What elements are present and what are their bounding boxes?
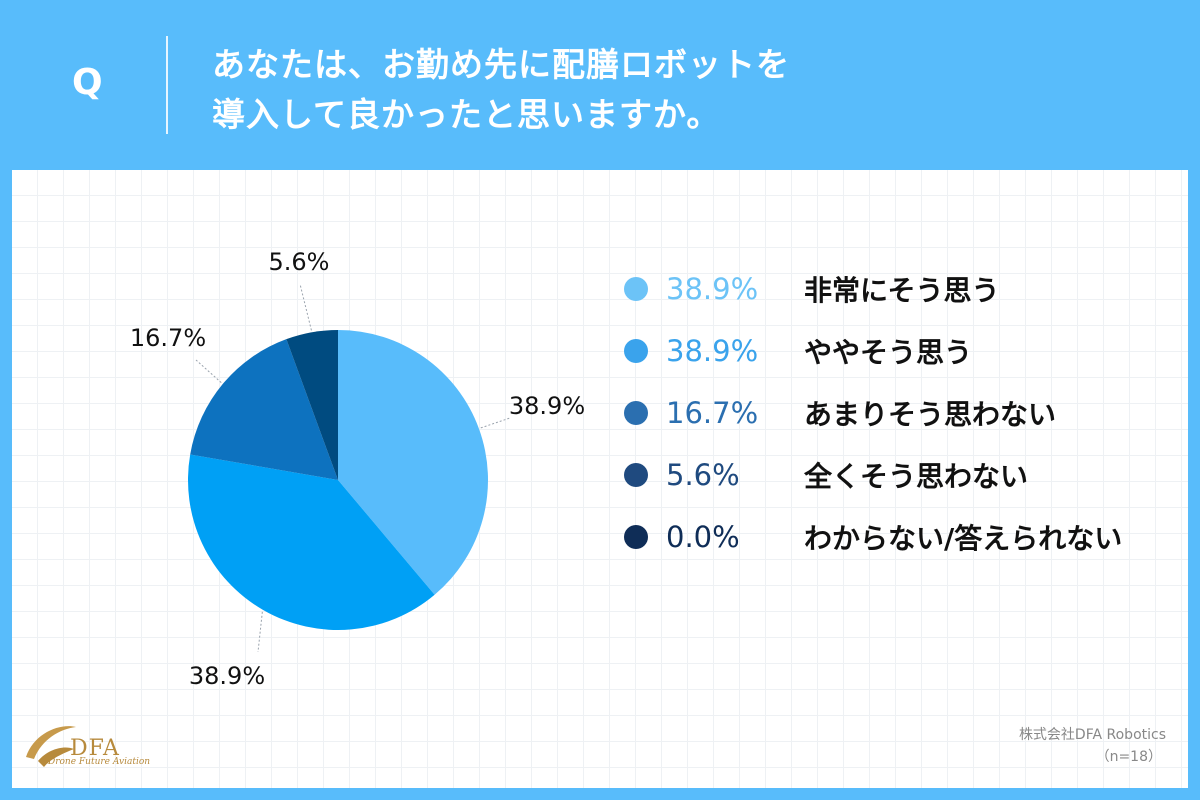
legend-dot-icon: [624, 277, 648, 301]
legend-dot-icon: [624, 339, 648, 363]
company-name: 株式会社DFA Robotics: [1018, 727, 1166, 743]
legend-item: 38.9% ややそう思う: [624, 320, 972, 382]
pie-slice: [286, 330, 338, 480]
pie-leader-line: [480, 417, 511, 429]
legend-item: 16.7% あまりそう思わない: [624, 382, 1056, 444]
legend-item: 38.9% 非常にそう思う: [624, 258, 999, 320]
legend-label: 全くそう思わない: [804, 460, 1029, 493]
legend-label: わからない/答えられない: [804, 522, 1123, 555]
question-line-1: あなたは、お勤め先に配膳ロボットを: [212, 45, 790, 84]
legend-dot-icon: [624, 463, 648, 487]
pie-slice: [190, 339, 338, 480]
sample-size: （n=18）: [1095, 749, 1162, 765]
legend-value: 38.9%: [666, 334, 759, 368]
legend-label: 非常にそう思う: [804, 274, 1000, 307]
pie-leader-line: [257, 611, 263, 653]
pie-data-label: 5.6%: [269, 248, 330, 276]
legend-value: 0.0%: [666, 520, 740, 554]
pie-data-label: 38.9%: [189, 662, 265, 690]
legend-value: 16.7%: [666, 396, 759, 430]
header-divider: [166, 36, 168, 134]
dfa-logo-mark-icon: [26, 726, 76, 767]
dfa-logo: [20, 715, 80, 779]
question-text: あなたは、お勤め先に配膳ロボットを 導入して良かったと思いますか。: [212, 40, 790, 140]
legend-value: 38.9%: [666, 272, 759, 306]
chart-legend: 38.9% 非常にそう思う 38.9% ややそう思う 16.7% あまりそう思わない 5.6…: [624, 258, 1122, 568]
logo-text: DFA: [70, 736, 120, 761]
legend-dot-icon: [624, 525, 648, 549]
legend-dot-icon: [624, 401, 648, 425]
legend-item: 5.6% 全くそう思わない: [624, 444, 1028, 506]
pie-slice: [338, 330, 489, 595]
pie-leader-line: [299, 283, 312, 331]
logo-subtitle: Drone Future Aviation: [48, 757, 151, 767]
legend-label: ややそう思う: [804, 336, 973, 369]
question-header: Q あなたは、お勤め先に配膳ロボットを 導入して良かったと思いますか。: [0, 0, 1200, 170]
pie-data-label: 16.7%: [130, 324, 206, 352]
pie-data-label: 38.9%: [509, 392, 585, 420]
question-marker: Q: [72, 62, 103, 103]
legend-label: あまりそう思わない: [804, 398, 1057, 431]
legend-value: 5.6%: [666, 458, 740, 492]
pie-slice: [188, 454, 435, 631]
pie-leader-line: [195, 359, 222, 384]
legend-item: 0.0% わからない/答えられない: [624, 506, 1122, 568]
question-line-2: 導入して良かったと思いますか。: [212, 95, 721, 134]
